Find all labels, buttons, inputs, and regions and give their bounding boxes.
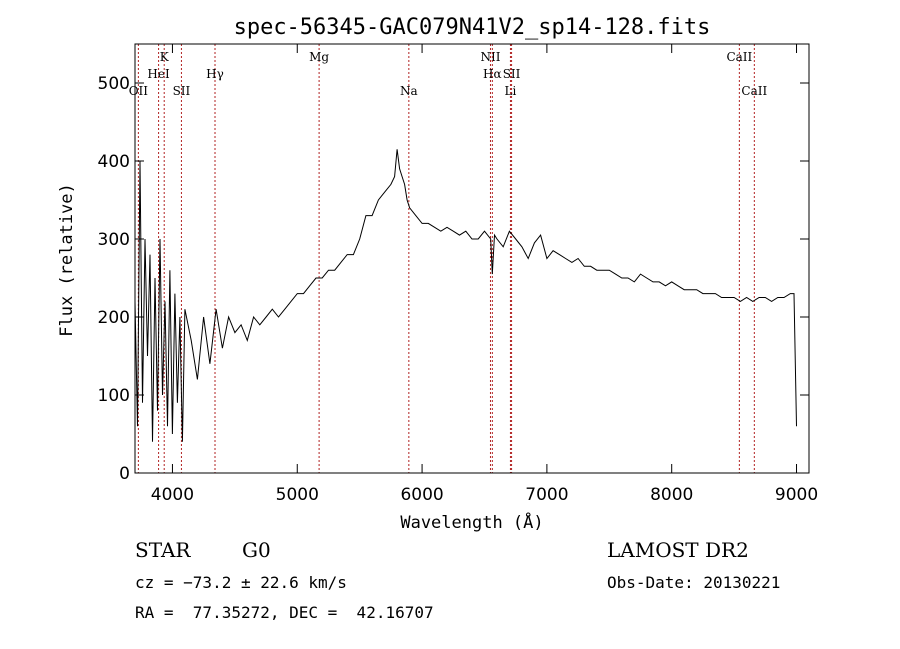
x-tick-label: 5000 xyxy=(276,485,319,505)
x-tick-label: 4000 xyxy=(151,485,194,505)
y-tick-label: 400 xyxy=(98,152,130,172)
plot-frame xyxy=(134,43,810,474)
line-label: HeI xyxy=(147,67,170,81)
line-label: Na xyxy=(400,84,418,98)
y-tick-label: 200 xyxy=(98,308,130,328)
chart-title: spec-56345-GAC079N41V2_sp14-128.fits xyxy=(234,15,711,40)
line-label: Mg xyxy=(309,50,329,64)
y-axis: 0 100 200 300 400 500 xyxy=(98,74,809,484)
y-axis-label: Flux (relative) xyxy=(57,183,77,337)
line-label: SII xyxy=(173,84,191,98)
y-tick-label: 500 xyxy=(98,74,130,94)
coordinates: RA = 77.35272, DEC = 42.16707 xyxy=(135,603,434,622)
line-label: SII xyxy=(503,67,521,81)
x-tick-label: 7000 xyxy=(525,485,568,505)
line-label: NII xyxy=(480,50,500,64)
line-label: Hγ xyxy=(206,67,224,81)
observation-date: Obs-Date: 20130221 xyxy=(607,573,781,592)
line-label: CaII xyxy=(741,84,767,98)
line-label: OII xyxy=(129,84,149,98)
y-tick-label: 0 xyxy=(119,464,130,484)
line-label: K xyxy=(160,50,170,64)
spectrum-chart: spec-56345-GAC079N41V2_sp14-128.fits OII… xyxy=(57,15,818,533)
x-tick-label: 9000 xyxy=(775,485,818,505)
survey-name: LAMOST DR2 xyxy=(607,538,749,562)
x-axis-label: Wavelength (Å) xyxy=(400,511,543,533)
line-label: CaII xyxy=(726,50,752,64)
spectrum-line xyxy=(134,149,797,442)
redshift-velocity: cz = −73.2 ± 22.6 km/s xyxy=(135,573,347,592)
object-class: STAR xyxy=(135,538,191,562)
x-tick-label: 6000 xyxy=(400,485,443,505)
y-tick-label: 300 xyxy=(98,230,130,250)
line-label: Hα xyxy=(483,67,502,81)
x-tick-label: 8000 xyxy=(650,485,693,505)
line-label: Li xyxy=(505,84,517,98)
spectral-subclass: G0 xyxy=(242,538,271,562)
x-axis: 4000 5000 6000 7000 8000 9000 xyxy=(151,44,818,505)
y-tick-label: 100 xyxy=(98,386,130,406)
